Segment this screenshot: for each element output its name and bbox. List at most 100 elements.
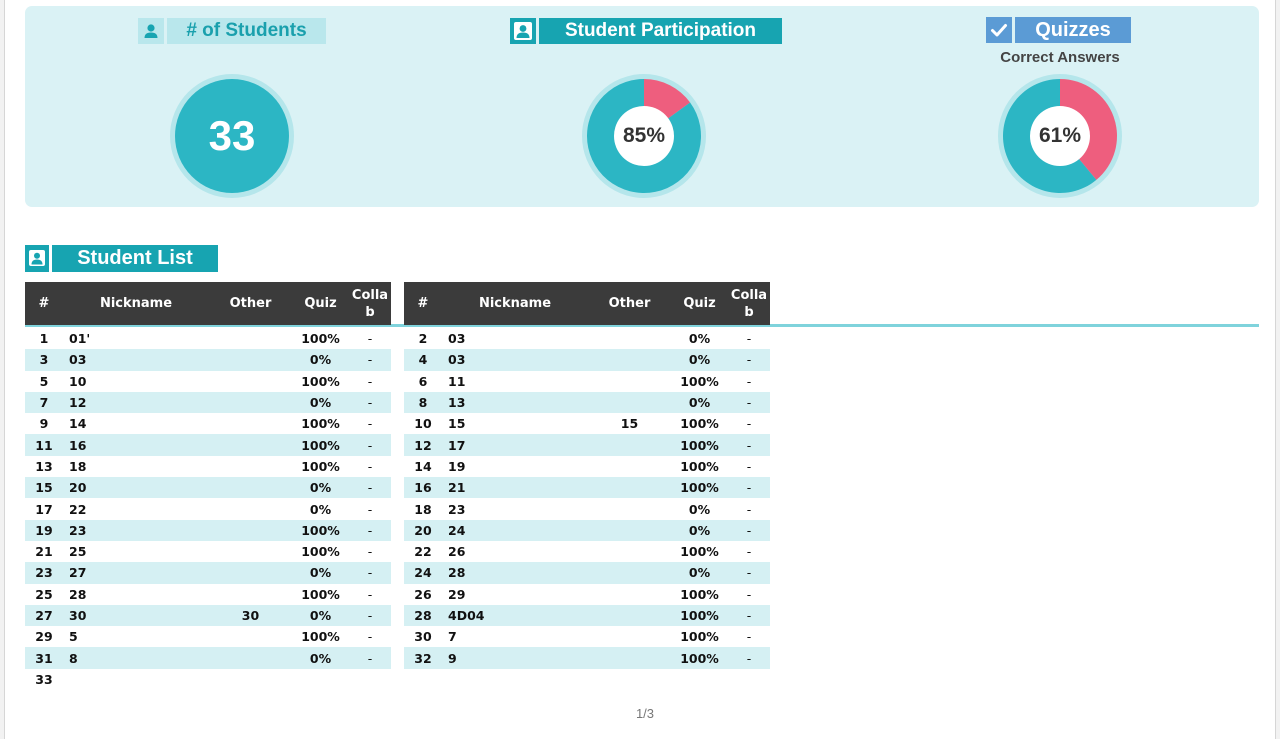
table-row: 24 28 0% - (404, 562, 770, 584)
col-other-header: Other (209, 282, 292, 325)
row-number: 21 (35, 544, 53, 560)
row-number: 10 (414, 416, 432, 432)
row-number: 14 (414, 458, 432, 474)
collab-cell: - (349, 391, 391, 414)
table-row: 1 01' 100% - (25, 328, 391, 349)
quiz-cell: 100% (680, 586, 719, 602)
other-cell (209, 647, 292, 669)
collab-cell: - (349, 349, 391, 371)
quiz-cell: 100% (301, 629, 340, 645)
other-cell (209, 584, 292, 605)
quizzes-title: Quizzes (1015, 17, 1131, 43)
nickname-cell: 03 (442, 349, 588, 371)
quiz-cell: 0% (671, 562, 728, 584)
nickname-cell: 13 (442, 391, 588, 414)
report-page: # of Students Student Participation Quiz… (4, 0, 1276, 739)
table-row: 18 23 0% - (404, 498, 770, 519)
nickname-cell: 14 (69, 416, 87, 432)
quiz-cell: 0% (292, 391, 349, 414)
quiz-cell (292, 669, 349, 690)
nickname-cell: 15 (448, 416, 466, 432)
row-number: 13 (35, 458, 53, 474)
col-num-header: # (404, 282, 442, 325)
other-cell (209, 456, 292, 477)
students-count-header: # of Students (138, 18, 326, 44)
other-cell (209, 626, 292, 647)
row-number: 16 (404, 477, 442, 499)
collab-cell (349, 669, 391, 690)
nickname-cell: 29 (448, 586, 466, 602)
table-row: 28 4D04 100% - (404, 604, 770, 627)
other-cell (209, 498, 292, 519)
table-row: 10 15 15 100% - (404, 413, 770, 434)
divider (25, 324, 1259, 327)
table-row: 6 11 100% - (404, 371, 770, 392)
collab-cell: - (728, 434, 770, 456)
quiz-cell: 0% (292, 349, 349, 371)
collab-cell: - (746, 416, 752, 432)
quizzes-value: 61% (1038, 124, 1082, 147)
quiz-cell: 0% (688, 501, 711, 517)
table-row: 21 25 100% - (25, 541, 391, 562)
nickname-cell: 17 (442, 434, 588, 456)
nickname-cell: 9 (442, 647, 588, 669)
collab-cell: - (349, 519, 391, 541)
other-cell: 15 (620, 416, 639, 432)
table-row: 19 23 100% - (25, 519, 391, 541)
nickname-cell: 12 (63, 391, 209, 414)
quiz-cell: 100% (680, 373, 719, 389)
table-row: 30 7 100% - (404, 626, 770, 647)
col-other-header: Other (588, 282, 671, 325)
collab-cell: - (728, 519, 770, 541)
row-number: 4 (404, 349, 442, 371)
col-nickname-header: Nickname (63, 282, 209, 325)
col-num-header: # (25, 282, 63, 325)
row-number: 12 (404, 434, 442, 456)
other-cell (209, 562, 292, 584)
row-number: 3 (25, 349, 63, 371)
row-number: 15 (25, 477, 63, 499)
collab-cell: - (746, 373, 752, 389)
other-cell (588, 647, 671, 669)
other-cell (588, 498, 671, 519)
quiz-cell: 100% (671, 477, 728, 499)
row-number: 32 (404, 647, 442, 669)
row-number: 33 (35, 671, 53, 687)
quiz-cell: 0% (309, 501, 332, 517)
col-quiz-header: Quiz (292, 282, 349, 325)
table-row: 26 29 100% - (404, 584, 770, 605)
collab-cell: - (728, 604, 770, 627)
collab-cell: - (367, 629, 373, 645)
row-number: 22 (414, 544, 432, 560)
table-row: 32 9 100% - (404, 647, 770, 669)
nickname-cell: 18 (69, 458, 87, 474)
participation-donut: 85% (582, 74, 706, 198)
nickname-cell: 24 (442, 519, 588, 541)
quiz-cell: 100% (671, 647, 728, 669)
table-row: 9 14 100% - (25, 413, 391, 434)
collab-cell: - (349, 477, 391, 499)
quizzes-header: Quizzes (986, 17, 1131, 43)
nickname-cell: 23 (448, 501, 466, 517)
collab-cell: - (728, 562, 770, 584)
nickname-cell: 03 (448, 331, 466, 347)
other-cell (209, 541, 292, 562)
other-cell (588, 604, 671, 627)
nickname-cell (63, 669, 209, 690)
quiz-cell: 100% (671, 604, 728, 627)
row-number: 27 (25, 604, 63, 627)
nickname-cell: 28 (69, 586, 87, 602)
collab-cell: - (349, 647, 391, 669)
table-row: 16 21 100% - (404, 477, 770, 499)
table-row: 3 03 0% - (25, 349, 391, 371)
page-indicator: 1/3 (635, 706, 655, 721)
other-cell (209, 669, 292, 690)
row-number: 17 (35, 501, 53, 517)
table-row: 7 12 0% - (25, 391, 391, 414)
quiz-cell: 0% (292, 647, 349, 669)
participation-value: 85% (622, 124, 666, 147)
quiz-cell: 100% (301, 458, 340, 474)
row-number: 1 (39, 331, 49, 347)
collab-cell: - (746, 586, 752, 602)
students-count-value: 33 (175, 79, 289, 193)
